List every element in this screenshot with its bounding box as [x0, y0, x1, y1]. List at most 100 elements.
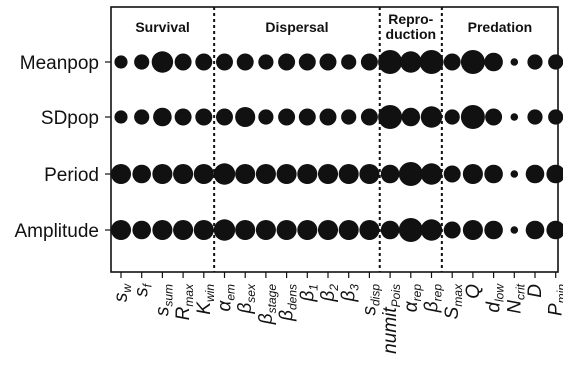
- dot-amplitude-10: [317, 219, 339, 241]
- dot-amplitude-13: [380, 220, 400, 240]
- dot-period-17: [462, 163, 483, 185]
- dot-amplitude-14: [398, 218, 423, 242]
- group-headers: Survival Dispersal Repro-duction Predation: [135, 11, 532, 42]
- dot-amplitude-16: [443, 221, 461, 239]
- dot-meanpop-0: [114, 55, 128, 69]
- dot-sdpop-1: [134, 109, 150, 125]
- dot-amplitude-1: [132, 220, 151, 240]
- dot-sdpop-10: [319, 108, 337, 126]
- column-label: dlow: [484, 283, 507, 313]
- dot-period-2: [152, 163, 173, 185]
- dot-meanpop-11: [341, 54, 357, 70]
- dot-meanpop-5: [216, 53, 233, 71]
- dot-period-1: [132, 164, 151, 184]
- group-label: Dispersal: [265, 19, 328, 35]
- plot-frame-layer: [105, 6, 559, 278]
- row-label-sdpop: SDpop: [41, 108, 99, 129]
- dot-period-13: [380, 164, 400, 184]
- dot-period-11: [338, 163, 359, 185]
- dot-period-20: [525, 164, 545, 184]
- dot-meanpop-20: [527, 54, 543, 70]
- dot-sdpop-3: [174, 108, 192, 126]
- dot-amplitude-5: [213, 219, 236, 241]
- dot-sdpop-13: [378, 105, 403, 129]
- dot-meanpop-4: [195, 53, 213, 71]
- dot-amplitude-17: [462, 219, 483, 241]
- dot-amplitude-3: [173, 219, 194, 241]
- dot-amplitude-7: [255, 219, 276, 241]
- column-label: αrep: [401, 284, 424, 313]
- dot-period-8: [276, 163, 297, 185]
- column-label: sw: [111, 283, 134, 303]
- dot-meanpop-15: [419, 50, 444, 74]
- column-label: ssum: [152, 284, 175, 316]
- group-label: Survival: [135, 19, 189, 35]
- dot-meanpop-19: [510, 58, 519, 66]
- column-label: Q: [463, 284, 484, 299]
- dot-period-6: [235, 163, 256, 185]
- dot-sdpop-18: [485, 108, 503, 126]
- column-label: D: [525, 284, 546, 298]
- dot-meanpop-10: [319, 53, 337, 71]
- dot-sdpop-6: [235, 106, 256, 128]
- dot-period-21: [546, 164, 563, 184]
- column-label: numitPois: [380, 284, 403, 354]
- dot-amplitude-21: [546, 220, 563, 240]
- dot-amplitude-20: [525, 220, 545, 240]
- dot-meanpop-18: [484, 52, 503, 72]
- column-label: sf: [132, 282, 155, 297]
- dot-meanpop-12: [360, 53, 378, 71]
- dot-amplitude-0: [110, 219, 132, 241]
- dot-period-3: [173, 163, 194, 185]
- dot-meanpop-9: [298, 53, 316, 71]
- column-label: Smax: [442, 283, 465, 319]
- dot-meanpop-16: [443, 53, 461, 71]
- dot-amplitude-9: [297, 219, 318, 241]
- column-label: αem: [215, 284, 238, 312]
- dot-period-7: [255, 163, 276, 185]
- dot-period-18: [484, 164, 503, 184]
- dot-sdpop-19: [510, 113, 519, 121]
- dot-amplitude-8: [276, 219, 297, 241]
- dot-amplitude-15: [420, 219, 443, 241]
- dot-amplitude-12: [359, 219, 380, 241]
- dot-sdpop-20: [527, 109, 543, 125]
- dot-marks: [110, 50, 563, 242]
- dot-amplitude-2: [152, 219, 173, 241]
- column-label: Pmin: [546, 284, 563, 316]
- dot-meanpop-17: [460, 50, 485, 74]
- dot-amplitude-19: [510, 226, 519, 234]
- dot-sdpop-7: [258, 109, 274, 125]
- dot-amplitude-6: [235, 219, 256, 241]
- dot-meanpop-14: [400, 51, 422, 73]
- dot-period-16: [443, 165, 461, 183]
- column-label: β1: [297, 284, 320, 303]
- column-label: Rmax: [173, 283, 196, 320]
- dot-sdpop-5: [216, 108, 233, 126]
- dot-sdpop-17: [460, 105, 485, 129]
- column-label: βsex: [235, 283, 258, 315]
- column-label: sdisp: [359, 284, 382, 316]
- column-label: Kwin: [194, 284, 217, 315]
- plot-frame: [110, 6, 559, 273]
- column-label: βstage: [256, 284, 279, 326]
- dot-sdpop-4: [195, 108, 213, 126]
- column-labels: swsfssumRmaxKwinαemβsexβstageβdensβ1β2β3…: [111, 282, 563, 353]
- dot-period-0: [110, 163, 132, 185]
- dot-meanpop-6: [236, 53, 254, 71]
- dot-meanpop-1: [134, 54, 150, 70]
- dot-period-10: [317, 163, 339, 185]
- dot-amplitude-11: [338, 219, 359, 241]
- dot-amplitude-4: [193, 219, 214, 241]
- dot-period-15: [420, 163, 443, 185]
- dot-sdpop-8: [278, 108, 296, 126]
- dot-sdpop-2: [153, 107, 172, 127]
- row-label-period: Period: [44, 165, 99, 186]
- dot-amplitude-18: [484, 220, 503, 240]
- dot-meanpop-7: [258, 54, 274, 70]
- group-label: Repro-duction: [386, 11, 437, 42]
- dot-period-4: [193, 163, 214, 185]
- column-label: βrep: [422, 284, 445, 314]
- row-label-amplitude: Amplitude: [15, 221, 100, 242]
